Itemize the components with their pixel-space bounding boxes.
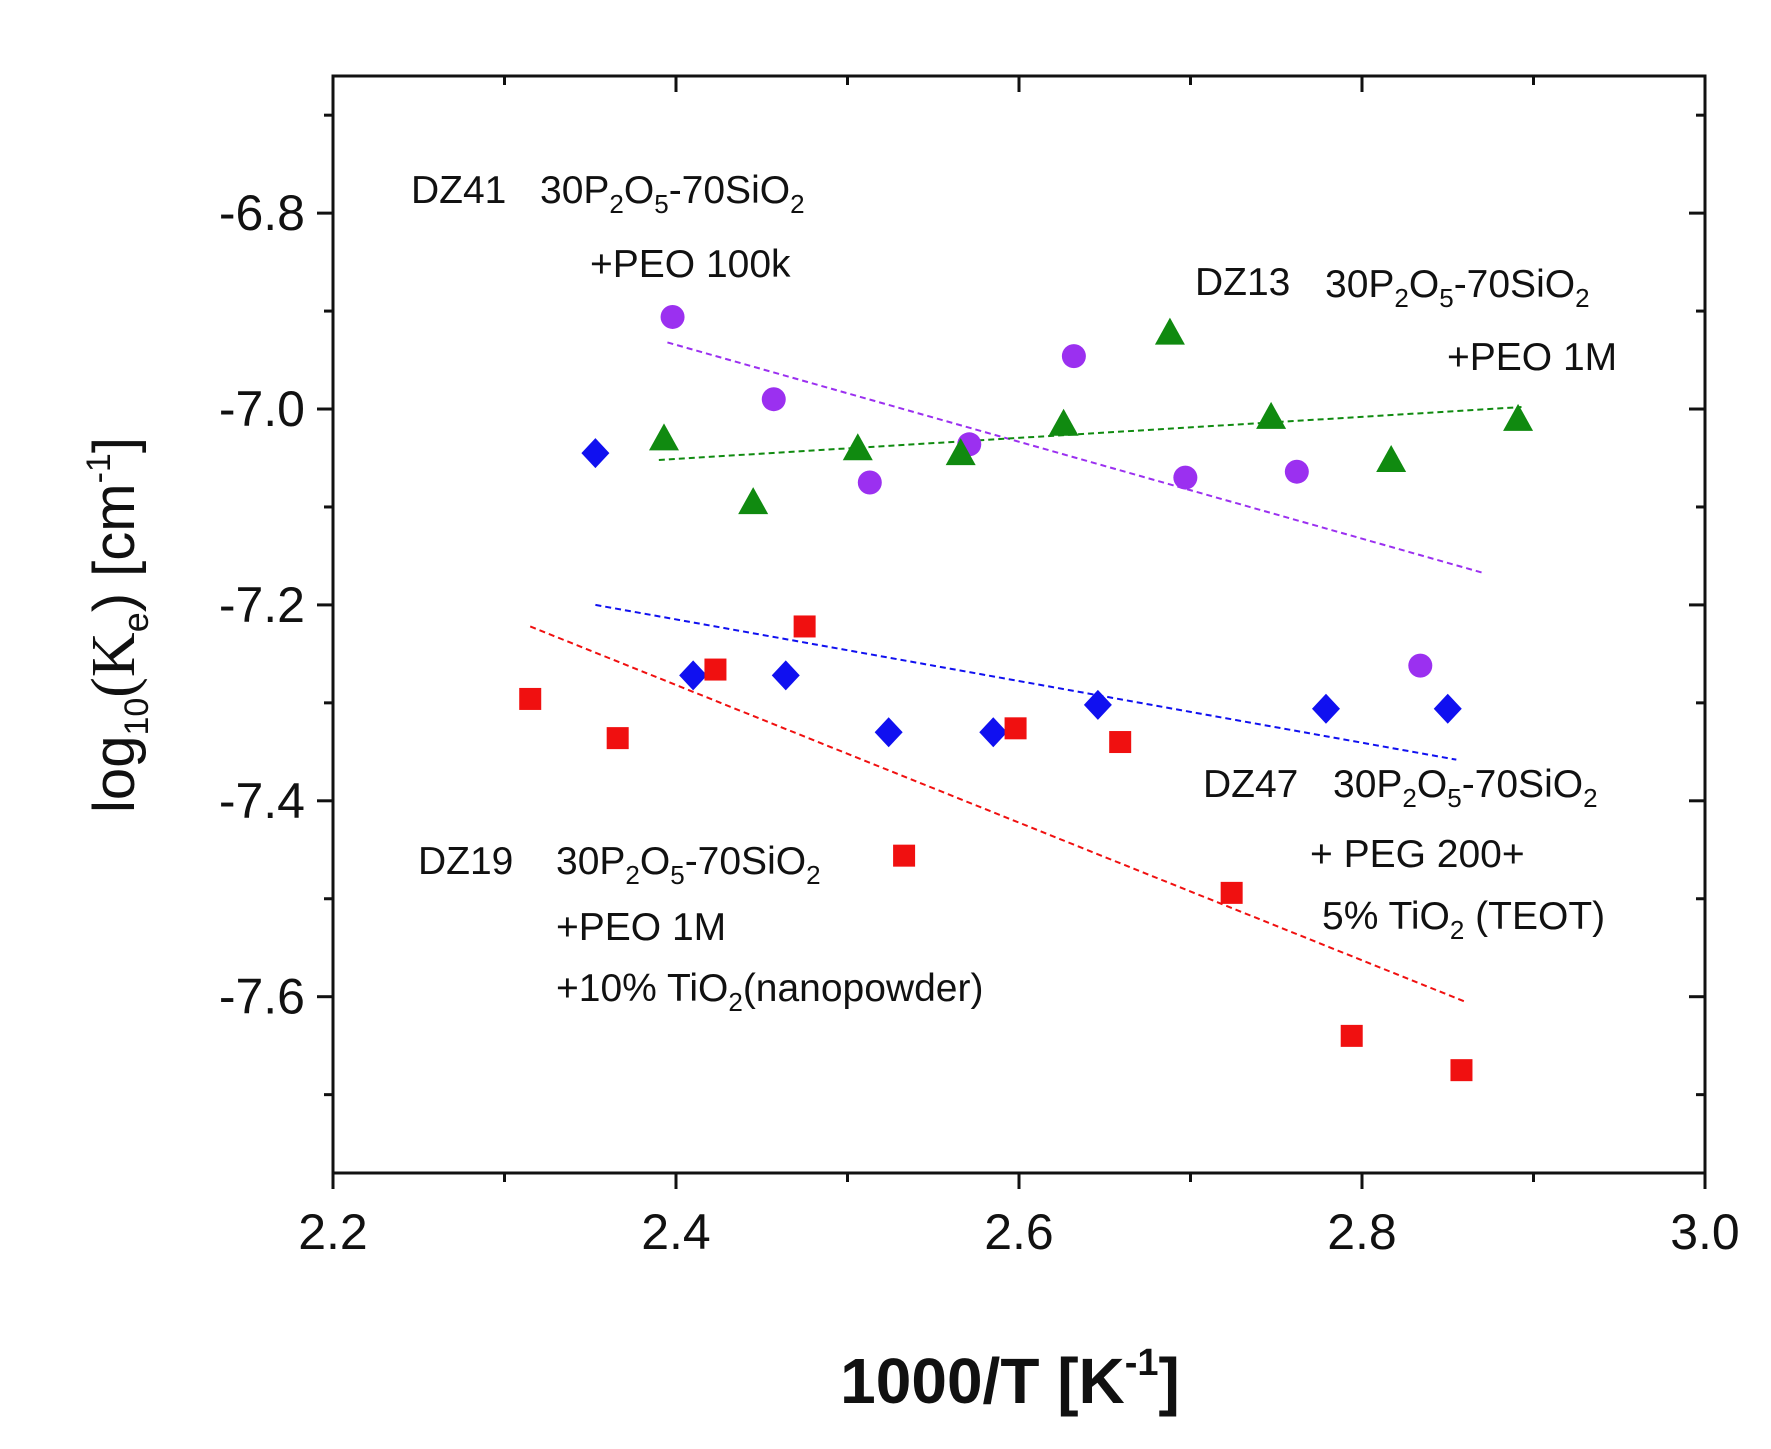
- data-point-dz19: [519, 687, 542, 710]
- fit-line-dz41: [667, 341, 1483, 574]
- y-tick-label: -7.2: [219, 577, 305, 633]
- data-point-dz13: [1376, 444, 1407, 472]
- data-point-dz19: [893, 844, 916, 867]
- data-point-dz47: [1083, 689, 1112, 720]
- annotation-dz47-extra2: 5% TiO2 (TEOT): [1322, 895, 1605, 945]
- x-tick-label: 2.4: [641, 1204, 711, 1260]
- annotation-dz19-extra2: +10% TiO2(nanopowder): [556, 967, 983, 1017]
- annotation-dz19-extra: +PEO 1M: [556, 906, 726, 949]
- data-point-dz41: [761, 387, 786, 412]
- data-markers: [519, 304, 1534, 1082]
- data-point-dz19: [1109, 731, 1132, 754]
- annotation-dz19-label: DZ19: [418, 840, 513, 883]
- x-tick-label: 2.2: [298, 1204, 368, 1260]
- data-point-dz41: [857, 470, 882, 495]
- y-tick-label: -7.0: [219, 381, 305, 437]
- x-axis-title: 1000/T [K-1]: [840, 1342, 1180, 1417]
- annotation-dz47-extra: + PEG 200+: [1310, 833, 1525, 876]
- annotation-dz41-composition: 30P2O5-70SiO2: [540, 169, 805, 219]
- annotation-dz47: DZ47 30P2O5-70SiO2 + PEG 200+ 5% TiO2 (T…: [1203, 763, 1605, 945]
- annotation-dz47-label: DZ47: [1203, 763, 1298, 806]
- y-tick-label: -6.8: [219, 185, 305, 241]
- data-point-dz47: [979, 717, 1008, 748]
- annotation-dz13-label: DZ13: [1195, 261, 1290, 304]
- data-point-dz47: [1433, 693, 1462, 724]
- x-tick-label: 2.8: [1327, 1204, 1397, 1260]
- annotation-dz41-label: DZ41: [411, 169, 506, 212]
- annotation-dz19: DZ19 30P2O5-70SiO2 +PEO 1M +10% TiO2(nan…: [418, 840, 983, 1017]
- data-point-dz47: [1311, 693, 1340, 724]
- y-tick-label: -7.6: [219, 969, 305, 1025]
- data-point-dz13: [842, 433, 873, 461]
- data-point-dz19: [793, 615, 816, 638]
- data-point-dz47: [771, 660, 800, 691]
- data-point-dz13: [945, 438, 976, 466]
- annotation-dz47-composition: 30P2O5-70SiO2: [1333, 763, 1598, 813]
- data-point-dz41: [1284, 459, 1309, 484]
- data-point-dz19: [606, 727, 629, 750]
- data-point-dz13: [1048, 408, 1079, 436]
- data-point-dz19: [1004, 717, 1027, 740]
- fit-line-dz13: [658, 406, 1522, 461]
- annotation-dz13-composition: 30P2O5-70SiO2: [1325, 263, 1590, 313]
- data-point-dz19: [1450, 1059, 1473, 1082]
- annotation-dz41-extra: +PEO 100k: [590, 243, 791, 286]
- data-point-dz47: [581, 438, 610, 469]
- x-tick-label: 3.0: [1670, 1204, 1740, 1260]
- axis-ticks: [317, 76, 1707, 1189]
- annotation-dz41: DZ41 30P2O5-70SiO2 +PEO 100k: [411, 169, 805, 286]
- axis-tick-labels: 2.2 2.4 2.6 2.8 3.0 -6.8 -7.0 -7.2 -7.4 -7.6: [219, 185, 1740, 1260]
- data-point-dz41: [1061, 344, 1086, 369]
- fit-line-dz47: [595, 603, 1457, 761]
- data-point-dz13: [648, 423, 679, 451]
- data-point-dz41: [1173, 465, 1198, 490]
- data-point-dz41: [1408, 653, 1433, 678]
- data-point-dz41: [660, 304, 685, 329]
- data-point-dz13: [1154, 317, 1185, 345]
- data-point-dz19: [704, 658, 727, 681]
- data-point-dz19: [1340, 1024, 1363, 1047]
- annotation-dz13: DZ13 30P2O5-70SiO2 +PEO 1M: [1195, 261, 1617, 379]
- data-point-dz13: [1256, 401, 1287, 429]
- plot-frame: [331, 74, 1707, 1175]
- x-tick-label: 2.6: [984, 1204, 1054, 1260]
- data-point-dz19: [1220, 881, 1243, 904]
- y-tick-label: -7.4: [219, 773, 305, 829]
- fit-lines: [529, 341, 1522, 1003]
- fit-line-dz19: [529, 625, 1466, 1003]
- data-point-dz47: [874, 717, 903, 748]
- y-axis-title: log10(Ke) [cm-1]: [80, 437, 156, 813]
- data-point-dz47: [679, 660, 708, 691]
- data-point-dz13: [1503, 403, 1534, 431]
- annotation-dz19-composition: 30P2O5-70SiO2: [556, 840, 821, 890]
- data-point-dz13: [738, 487, 769, 515]
- annotation-dz13-extra: +PEO 1M: [1447, 336, 1617, 379]
